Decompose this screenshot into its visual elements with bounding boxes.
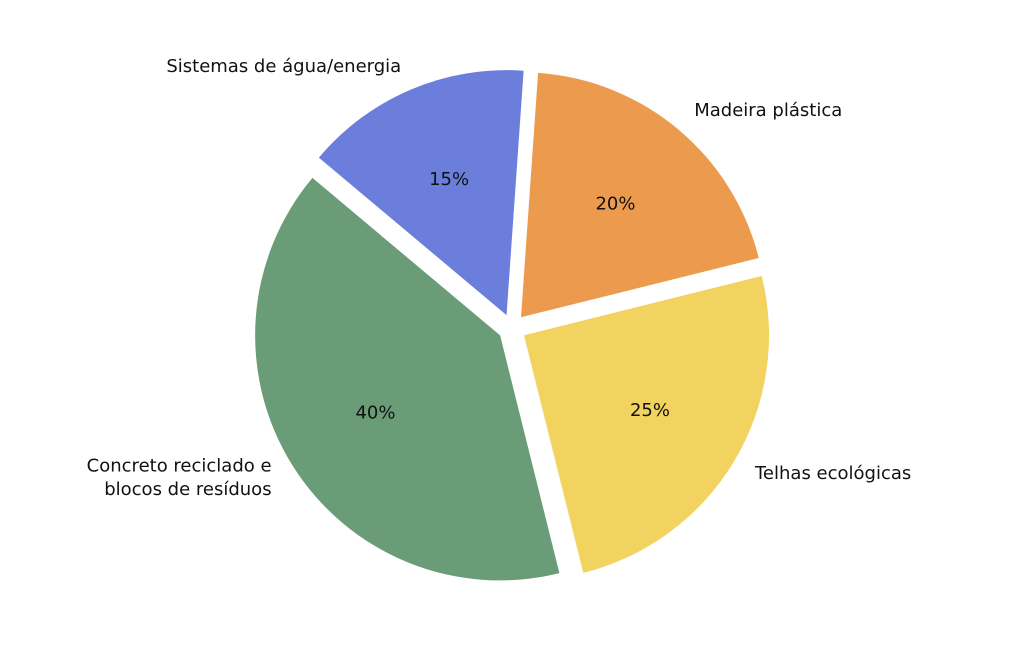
pie-slice	[520, 72, 759, 318]
pie-slice	[318, 70, 524, 316]
value-label: 25%	[630, 400, 670, 421]
pie-slice	[255, 177, 560, 581]
value-label: 15%	[429, 169, 469, 190]
slice-label: Concreto reciclado e blocos de resíduos	[87, 456, 272, 500]
pie-slice	[524, 275, 770, 573]
value-label: 20%	[595, 194, 635, 215]
slice-label: Telhas ecológicas	[754, 463, 911, 484]
slice-label: Sistemas de água/energia	[166, 56, 401, 77]
slice-label: Madeira plástica	[694, 100, 842, 121]
value-label: 40%	[355, 402, 395, 423]
